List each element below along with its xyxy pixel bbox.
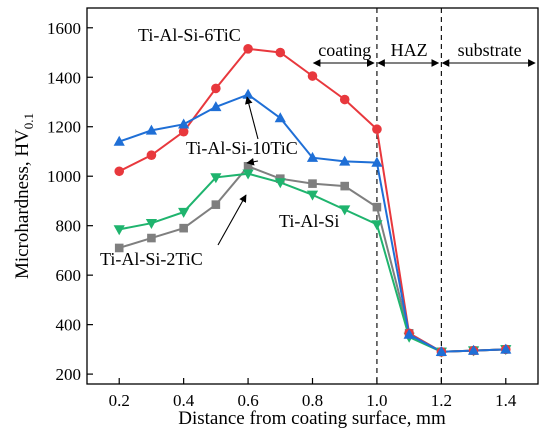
region-label-substrate: substrate (458, 40, 522, 60)
data-point-ti-al-si-6tic (178, 126, 189, 137)
data-point-ti-al-si-6tic (243, 44, 253, 54)
data-point-ti-al-si-2tic (145, 219, 158, 230)
data-point-ti-al-si (211, 200, 221, 209)
series-label-arrows (217, 96, 259, 246)
series-label-2tic: Ti-Al-Si-2TiC (100, 249, 203, 269)
data-point-ti-al-si-10tic (339, 155, 351, 166)
y-axis-title: Microhardness, HV0.1 (12, 113, 36, 279)
x-tick-label: 0.8 (302, 391, 323, 410)
x-tick-label: 1.4 (495, 391, 517, 410)
x-tick-label: 1.2 (431, 391, 452, 410)
data-point-ti-al-si-6tic (146, 150, 157, 160)
data-point-ti-al-si-10tic (500, 343, 512, 354)
data-point-ti-al-si-6tic (114, 166, 125, 177)
y-tick-label: 200 (56, 365, 82, 384)
y-tick-label: 800 (56, 217, 82, 236)
x-tick-label: 0.4 (173, 391, 195, 410)
arrow-2tic (217, 194, 247, 246)
data-point-ti-al-si-2tic (339, 205, 351, 216)
arrow-10tic (245, 96, 259, 140)
data-point-ti-al-si-2tic (242, 169, 254, 180)
data-point-ti-al-si-2tic (113, 225, 125, 236)
data-point-ti-al-si-2tic (178, 207, 190, 218)
data-point-ti-al-si-10tic (210, 101, 222, 112)
data-point-ti-al-si (372, 202, 382, 212)
data-point-ti-al-si (243, 162, 253, 171)
data-point-ti-al-si-10tic (435, 346, 447, 357)
y-tick-label: 1400 (47, 68, 81, 87)
data-point-ti-al-si-6tic (307, 71, 318, 81)
x-tick-label: 1.0 (366, 391, 387, 410)
data-point-ti-al-si-10tic (113, 135, 125, 146)
data-point-ti-al-si-10tic (242, 88, 254, 99)
y-tick-label: 1600 (47, 19, 81, 38)
data-point-ti-al-si-2tic (306, 190, 319, 201)
data-point-ti-al-si-10tic (145, 124, 158, 135)
data-point-ti-al-si-6tic (275, 47, 286, 58)
x-axis: 0.2 0.4 0.6 0.8 1.0 1.2 1.4 (109, 378, 517, 410)
arrow-10tic-lower (246, 157, 259, 166)
series-label-6tic: Ti-Al-Si-6TiC (138, 25, 241, 45)
data-point-ti-al-si-2tic (371, 220, 383, 231)
series-label-ti-al-si: Ti-Al-Si (279, 211, 339, 231)
data-point-ti-al-si-10tic (371, 156, 383, 167)
data-point-ti-al-si-10tic (403, 328, 415, 339)
data-point-ti-al-si-6tic (339, 94, 350, 105)
data-point-ti-al-si-2tic (210, 173, 222, 184)
data-point-ti-al-si (114, 243, 124, 253)
data-point-ti-al-si-2tic (274, 178, 286, 189)
data-point-ti-al-si-10tic (306, 151, 319, 162)
data-point-ti-al-si-10tic (274, 112, 286, 123)
y-tick-label: 400 (56, 316, 82, 335)
x-axis-title: Distance from coating surface, mm (178, 408, 446, 429)
series-label-10tic: Ti-Al-Si-10TiC (186, 138, 298, 158)
data-point-ti-al-si-10tic (178, 118, 190, 129)
y-tick-label: 1000 (47, 167, 81, 186)
data-point-ti-al-si-6tic (211, 83, 221, 94)
series-labels: Ti-Al-Si-6TiC Ti-Al-Si-10TiC Ti-Al-Si Ti… (100, 25, 339, 269)
region-label-coating: coating (318, 40, 371, 60)
series-markers (113, 44, 512, 358)
x-tick-label: 0.6 (237, 391, 258, 410)
data-point-ti-al-si (340, 181, 350, 191)
y-tick-label: 1200 (47, 118, 81, 137)
data-point-ti-al-si-10tic (467, 344, 480, 355)
x-tick-label: 0.2 (109, 391, 130, 410)
region-label-HAZ: HAZ (391, 40, 428, 60)
data-point-ti-al-si (179, 223, 188, 233)
y-axis: 200 400 600 800 1000 1200 1400 1600 (47, 19, 93, 384)
region-annotations: coating HAZ substrate (312, 40, 536, 67)
data-point-ti-al-si (147, 233, 156, 243)
y-tick-label: 600 (56, 266, 82, 285)
data-point-ti-al-si (308, 179, 317, 188)
data-point-ti-al-si-6tic (372, 124, 382, 135)
